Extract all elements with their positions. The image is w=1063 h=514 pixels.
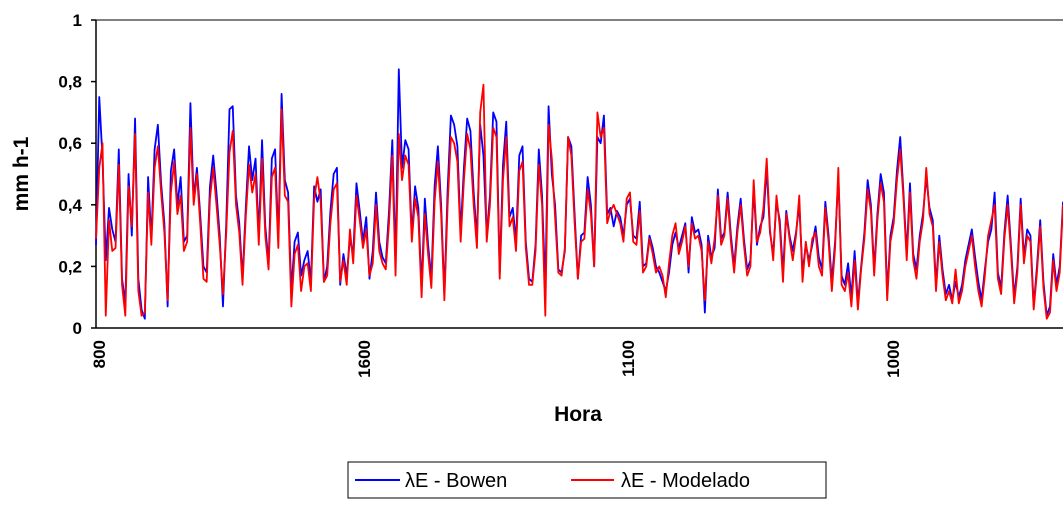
y-tick-label: 0,8 [58, 73, 82, 92]
y-tick-label: 0 [73, 319, 82, 338]
series-layer [95, 68, 1063, 320]
legend: λE - Bowen λE - Modelado [347, 461, 827, 499]
legend-label-bowen: λE - Bowen [405, 470, 507, 492]
series-line-bowen [95, 68, 1063, 320]
x-tick-label: 1600 [355, 340, 374, 378]
y-tick-label: 0,6 [58, 134, 82, 153]
x-tick-label: 1100 [619, 340, 638, 377]
x-tick-label: 800 [90, 340, 109, 368]
legend-label-modelado: λE - Modelado [621, 470, 750, 492]
y-tick-label: 1 [73, 11, 82, 30]
series-line-modelado [95, 83, 1063, 320]
y-axis-title: mm h-1 [10, 136, 33, 211]
x-axis-title: Hora [554, 403, 602, 426]
y-tick-label: 0,2 [58, 257, 82, 276]
x-axis-ticks: 800 1600 1100 1000 [90, 340, 903, 378]
x-tick-label: 1000 [884, 340, 903, 378]
legend-box [347, 461, 827, 499]
y-axis-ticks: 0 0,2 0,4 0,6 0,8 1 [58, 11, 96, 338]
y-tick-label: 0,4 [58, 196, 82, 215]
